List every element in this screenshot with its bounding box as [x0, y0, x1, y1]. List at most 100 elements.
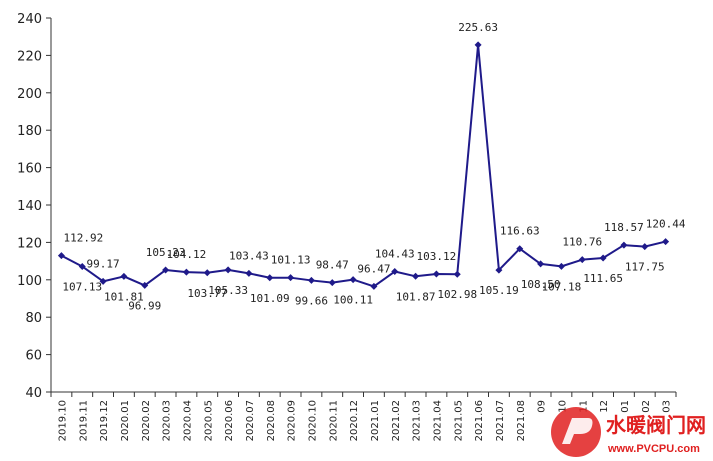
y-tick-label: 180: [17, 124, 42, 139]
data-label: 111.65: [583, 272, 623, 285]
data-point: [453, 270, 461, 278]
y-tick-label: 80: [25, 311, 42, 326]
y-tick-label: 200: [17, 87, 42, 102]
data-label: 101.13: [271, 254, 311, 267]
data-point: [557, 262, 565, 270]
data-point: [224, 266, 232, 274]
data-label: 112.92: [64, 232, 104, 245]
x-tick-label: 2021.08: [516, 400, 527, 441]
x-tick-label: 2020.11: [328, 400, 339, 441]
x-tick-label: 2019.12: [99, 400, 110, 441]
x-tick-label: 2019.10: [57, 400, 68, 441]
x-tick-label: 2020.03: [162, 400, 173, 441]
data-point: [78, 262, 86, 270]
data-point: [349, 276, 357, 284]
data-label: 101.81: [104, 290, 144, 303]
watermark-logo: 水暖阀门网 www.PVCPU.com: [551, 407, 706, 457]
data-label: 96.99: [128, 299, 161, 312]
x-tick-label: 2020.06: [224, 400, 235, 441]
y-tick-label: 120: [17, 236, 42, 251]
data-label: 118.57: [604, 221, 644, 234]
data-label: 117.75: [625, 261, 665, 274]
axes: [50, 18, 676, 393]
data-label: 101.87: [396, 290, 436, 303]
x-tick-label: 2020.12: [349, 400, 360, 441]
data-series: [57, 41, 670, 290]
data-point: [328, 279, 336, 287]
x-tick-label: 2020.10: [307, 400, 318, 441]
data-point: [578, 256, 586, 264]
data-label: 103.43: [229, 249, 269, 262]
x-axis-ticks: 2019.10 2019.11 2019.12 2020.01 2020.02 2020.…: [50, 392, 677, 441]
data-label: 99.66: [295, 294, 328, 307]
data-point: [57, 252, 65, 260]
watermark-name: 水暖阀门网: [606, 413, 706, 437]
x-tick-label: 11: [578, 400, 589, 413]
data-point: [120, 272, 128, 280]
x-tick-label: 2019.11: [78, 400, 89, 441]
x-tick-label: 2020.09: [287, 400, 298, 441]
data-label: 120.44: [646, 218, 686, 231]
data-point: [141, 281, 149, 289]
data-label: 105.23: [146, 246, 186, 259]
data-label: 101.09: [250, 292, 290, 305]
data-point: [537, 260, 545, 268]
data-label: 103.77: [187, 287, 227, 300]
data-label: 108.50: [521, 278, 561, 291]
data-point: [99, 277, 107, 285]
data-label: 102.98: [437, 288, 477, 301]
y-tick-label: 40: [25, 386, 42, 401]
data-point: [599, 254, 607, 262]
data-point: [245, 269, 253, 277]
y-tick-label: 220: [17, 49, 42, 64]
data-point: [641, 243, 649, 251]
data-label: 104.12: [167, 248, 207, 261]
data-label: 100.11: [333, 294, 373, 307]
x-tick-label: 09: [537, 400, 548, 413]
x-tick-label: 2021.06: [474, 400, 485, 441]
x-tick-label: 2021.03: [412, 400, 423, 441]
data-point: [620, 241, 628, 249]
data-point: [495, 266, 503, 274]
data-point: [287, 274, 295, 282]
x-tick-label: 2021.07: [495, 400, 506, 441]
data-point: [370, 282, 378, 290]
data-point: [432, 270, 440, 278]
x-tick-label: 2020.02: [141, 400, 152, 441]
x-tick-label: 2020.07: [245, 400, 256, 441]
y-tick-label: 100: [17, 274, 42, 289]
y-axis-ticks: 40 60 80 100 120 140 160 180 200 220 240: [17, 12, 51, 401]
data-point: [266, 274, 274, 282]
y-tick-label: 60: [25, 349, 42, 364]
x-tick-label: 2020.01: [120, 400, 131, 441]
data-label: 107.18: [542, 280, 582, 293]
data-label: 96.47: [357, 262, 390, 275]
x-tick-label: 2021.05: [453, 400, 464, 441]
data-label: 104.43: [375, 248, 415, 261]
data-label: 105.19: [479, 284, 519, 297]
y-tick-label: 160: [17, 162, 42, 177]
data-point: [391, 268, 399, 276]
x-tick-label: 01: [620, 400, 631, 413]
data-point: [412, 272, 420, 280]
data-label: 225.63: [458, 21, 498, 34]
x-tick-label: 2020.08: [266, 400, 277, 441]
data-point: [307, 276, 315, 284]
data-label: 110.76: [562, 236, 602, 249]
data-point: [516, 245, 524, 253]
series-line: [60, 43, 666, 288]
data-label: 107.13: [62, 280, 102, 293]
x-tick-label: 2020.05: [203, 400, 214, 441]
data-label: 116.63: [500, 225, 540, 238]
data-label: 105.33: [208, 284, 248, 297]
x-tick-label: 2020.04: [182, 400, 193, 441]
y-tick-label: 140: [17, 199, 42, 214]
data-point: [182, 268, 190, 276]
data-point: [162, 266, 170, 274]
watermark-url: www.PVCPU.com: [607, 443, 700, 455]
data-point: [474, 41, 482, 49]
y-tick-label: 240: [17, 12, 42, 27]
data-label: 98.47: [316, 259, 349, 272]
